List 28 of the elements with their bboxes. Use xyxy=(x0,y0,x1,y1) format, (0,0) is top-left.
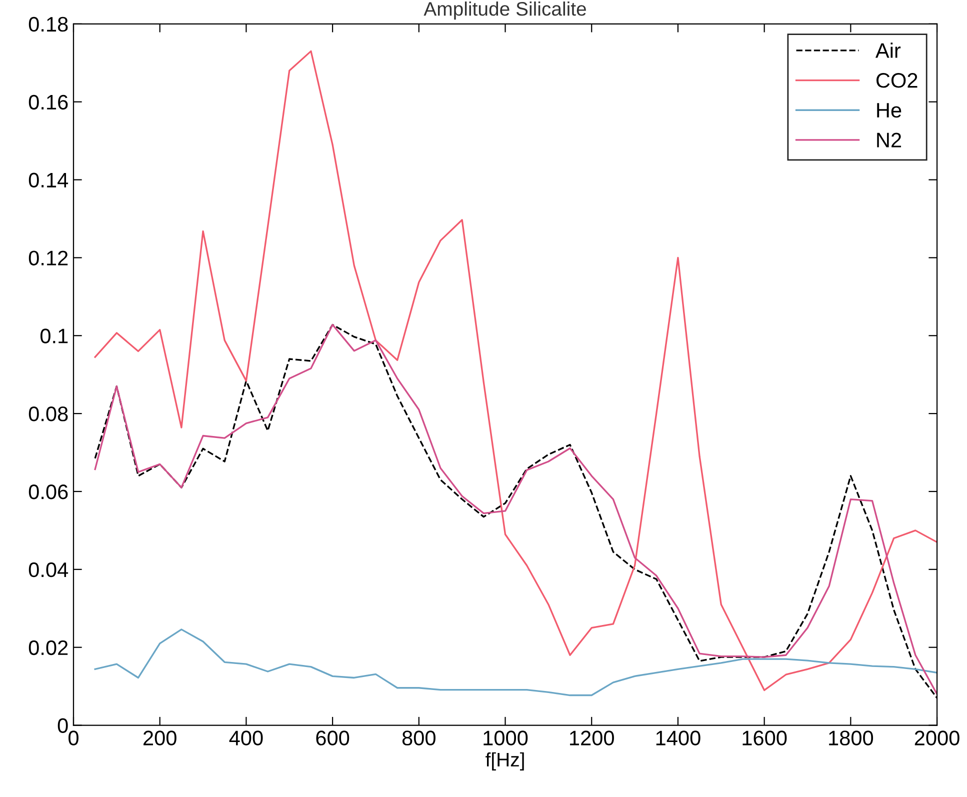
y-tick-label: 0.02 xyxy=(28,640,68,656)
x-tick-label: 400 xyxy=(229,730,263,746)
x-tick-label: 1800 xyxy=(829,730,874,746)
x-tick-label: 1000 xyxy=(484,730,528,746)
legend-label: CO2 xyxy=(876,73,918,88)
x-tick-label: 800 xyxy=(402,730,436,746)
y-tick-label: 0.18 xyxy=(28,16,68,32)
x-tick-label: 1400 xyxy=(656,730,700,746)
y-tick-label: 0.16 xyxy=(28,94,68,110)
legend-label: N2 xyxy=(877,132,902,148)
x-tick-label: 200 xyxy=(144,730,176,746)
y-tick-label: 0.1 xyxy=(40,328,68,344)
y-tick-label: 0.04 xyxy=(28,562,68,578)
y-tick-label: 0 xyxy=(58,718,68,734)
x-tick-label: 1600 xyxy=(742,730,787,746)
chart-title: Amplitude Silicalite xyxy=(424,1,586,20)
y-tick-label: 0.14 xyxy=(28,172,68,188)
x-tick-label: 2000 xyxy=(914,730,960,746)
y-tick-label: 0.08 xyxy=(28,406,68,422)
line-series xyxy=(94,628,938,696)
x-axis-title: f[Hz] xyxy=(486,752,524,770)
y-tick-label: 0.12 xyxy=(28,250,68,266)
x-tick-label: 0 xyxy=(68,730,78,746)
legend-label: Air xyxy=(875,42,901,58)
x-tick-label: 1200 xyxy=(570,730,614,746)
y-tick-label: 0.06 xyxy=(28,484,68,500)
x-tick-label: 600 xyxy=(316,730,350,746)
legend-label: He xyxy=(877,103,902,118)
